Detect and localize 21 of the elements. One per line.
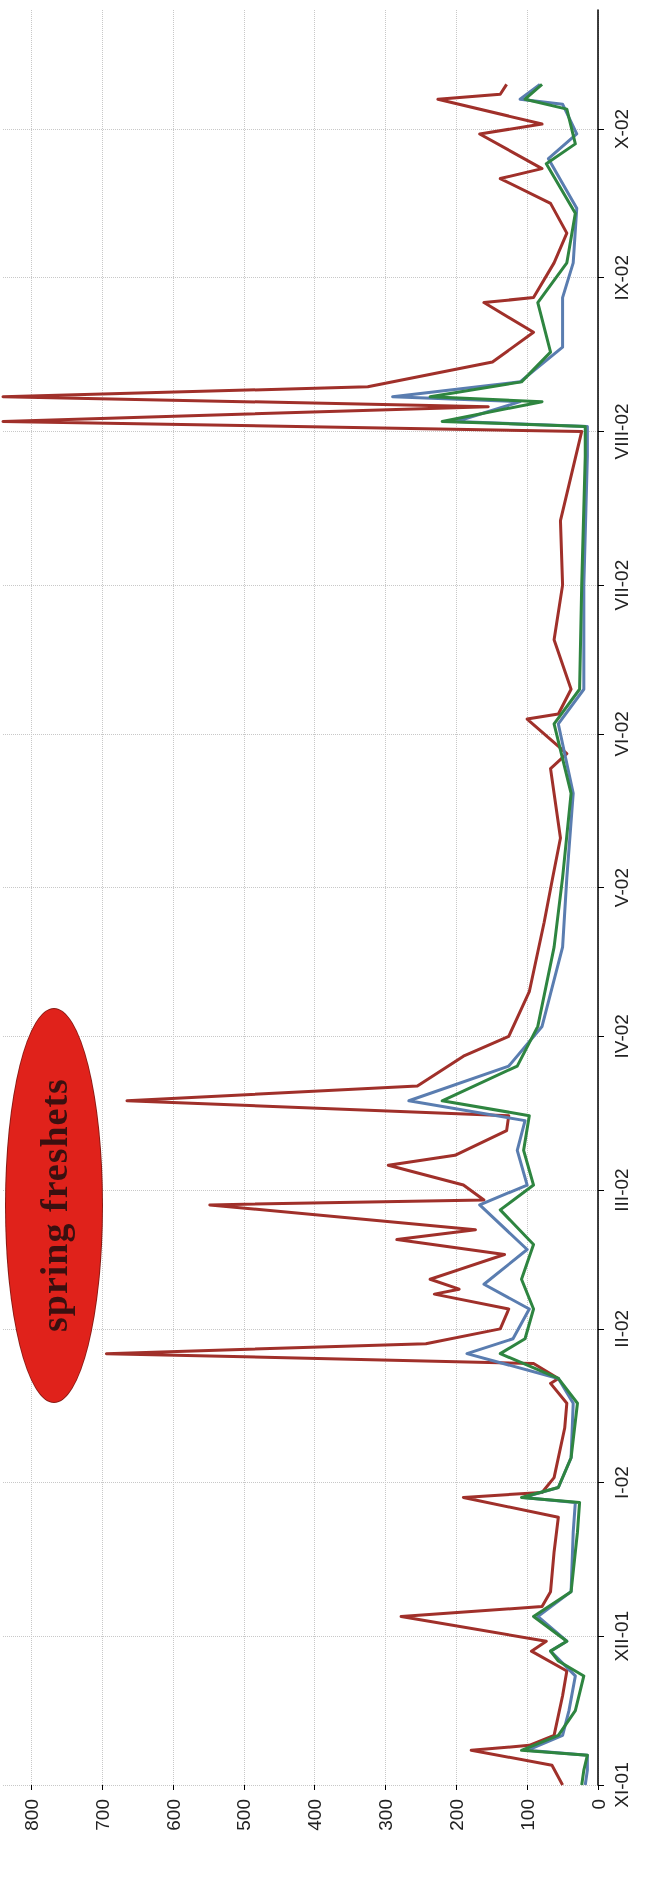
y-tick-label: VI-02 <box>611 711 632 757</box>
y-tick-label: IV-02 <box>611 1014 632 1059</box>
y-tick-label: X-02 <box>611 108 632 150</box>
x-tick-label: 600 <box>162 1799 184 1831</box>
x-tick-label: 500 <box>233 1799 255 1831</box>
x-tick-label: 0 <box>587 1799 609 1810</box>
x-tick-label: 300 <box>375 1799 396 1831</box>
x-tick-label: 400 <box>304 1799 326 1831</box>
y-tick-label: IX-02 <box>611 255 632 301</box>
x-tick-label: 200 <box>445 1799 467 1831</box>
x-tick-label: 100 <box>516 1799 538 1831</box>
y-tick-label: V-02 <box>611 868 632 908</box>
x-tick-label: 800 <box>20 1799 42 1831</box>
x-tick-label: 700 <box>91 1799 113 1831</box>
y-tick-label: XI-01 <box>611 1762 632 1808</box>
y-tick-label: I-02 <box>611 1466 632 1499</box>
y-tick-label: XII-01 <box>611 1610 632 1662</box>
y-tick-label: VII-02 <box>611 559 632 611</box>
y-tick-label: VIII-02 <box>611 403 632 460</box>
y-tick-label: II-02 <box>611 1309 632 1348</box>
y-tick-label: III-02 <box>611 1168 632 1212</box>
